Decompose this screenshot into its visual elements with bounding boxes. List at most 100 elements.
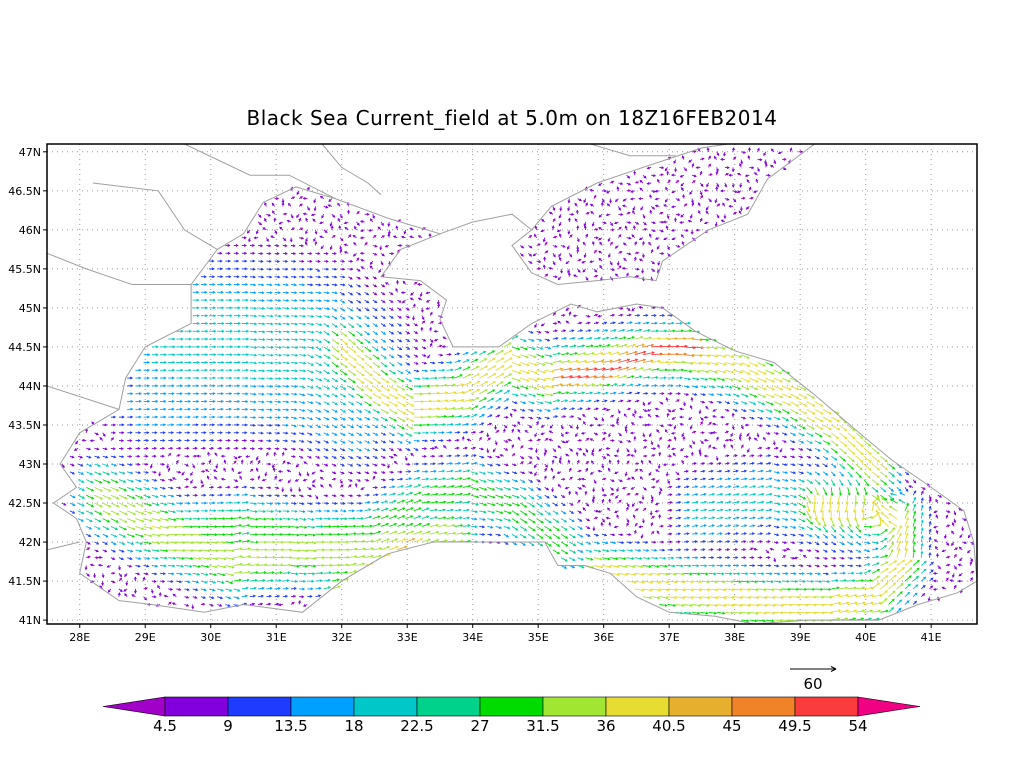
current-vector-head — [377, 523, 381, 526]
current-vector — [192, 525, 201, 528]
current-vector-head — [690, 596, 694, 600]
current-vector-head — [353, 532, 357, 536]
current-vector-head — [673, 572, 677, 576]
current-vector — [159, 518, 169, 521]
current-vector-head — [923, 576, 927, 580]
current-vector — [847, 526, 853, 533]
current-vector — [560, 549, 568, 554]
current-vector-head — [913, 525, 917, 529]
current-vector-head — [922, 584, 926, 588]
current-vector — [356, 525, 364, 527]
current-vector — [249, 556, 259, 559]
current-vector-head — [870, 609, 874, 613]
current-vector-head — [97, 555, 101, 559]
current-vector — [782, 604, 792, 606]
current-vector-head — [87, 541, 91, 545]
current-vector — [528, 518, 536, 524]
current-vector-head — [906, 600, 910, 604]
current-vector-head — [920, 534, 924, 539]
current-vector — [724, 604, 734, 607]
current-vector-head — [157, 534, 162, 537]
current-vector — [176, 565, 184, 567]
current-vector — [168, 525, 177, 528]
current-vector-head — [386, 515, 390, 518]
current-vector-head — [870, 601, 875, 605]
current-vector-head — [231, 557, 236, 561]
current-vector — [732, 580, 741, 583]
current-vector-head — [772, 604, 777, 607]
current-vector-head — [418, 523, 423, 526]
current-vector — [741, 588, 750, 591]
current-vector-head — [678, 516, 682, 520]
current-vector-head — [172, 564, 176, 568]
current-vector-head — [264, 555, 268, 559]
current-vector — [241, 571, 250, 574]
current-vector-head — [824, 556, 828, 560]
current-vector-head — [694, 548, 698, 552]
current-vector — [683, 580, 693, 583]
current-vector-head — [754, 580, 758, 584]
current-vectors — [61, 147, 975, 623]
current-vector-head — [119, 589, 123, 593]
current-vector — [659, 604, 667, 607]
current-vector-head — [622, 549, 626, 553]
current-vector — [602, 565, 611, 568]
current-vector-head — [173, 518, 177, 522]
current-vector-head — [805, 595, 809, 599]
current-vector — [495, 518, 503, 522]
current-vector — [618, 557, 626, 560]
current-vector — [773, 611, 784, 614]
current-vector — [839, 518, 843, 527]
current-vector-head — [797, 611, 801, 615]
current-vector-head — [121, 549, 125, 553]
current-vector-head — [252, 602, 256, 606]
current-vector-head — [346, 577, 350, 581]
current-vector-head — [230, 509, 234, 512]
current-vector — [790, 611, 800, 614]
current-vector — [560, 533, 568, 539]
current-vector-head — [858, 535, 862, 539]
current-vector — [233, 588, 240, 592]
current-vector-head — [203, 596, 207, 599]
current-vector-head — [800, 564, 804, 568]
current-vector-head — [825, 535, 829, 539]
current-vector — [397, 515, 405, 520]
current-vector-head — [131, 534, 136, 538]
current-vector-head — [616, 514, 619, 518]
current-vector-head — [467, 524, 471, 528]
current-vector-head — [624, 565, 628, 569]
current-vector-head — [808, 541, 813, 545]
current-vector-head — [775, 541, 779, 544]
current-vector-head — [354, 555, 358, 558]
current-vector-head — [830, 603, 834, 607]
current-vector — [110, 533, 117, 538]
current-vector — [912, 518, 916, 527]
current-vector — [159, 525, 169, 529]
current-vector-head — [239, 547, 243, 551]
current-vector-head — [767, 556, 771, 559]
current-vector-head — [288, 563, 292, 567]
current-vector — [348, 555, 357, 559]
current-vector-head — [219, 596, 224, 600]
current-vector-head — [124, 574, 127, 578]
current-vector — [667, 604, 676, 607]
current-vector-head — [686, 540, 690, 544]
current-vector — [356, 540, 365, 543]
current-vector — [642, 588, 653, 591]
current-vector-head — [884, 598, 888, 601]
current-vector — [372, 547, 382, 551]
current-vector — [168, 541, 177, 544]
current-vector-head — [165, 518, 170, 522]
current-vector — [176, 541, 186, 544]
current-vector-head — [961, 528, 965, 532]
current-vector — [577, 549, 583, 553]
current-vector-head — [906, 524, 909, 528]
current-vector-head — [489, 533, 493, 537]
current-vector — [159, 510, 168, 513]
current-vector-head — [858, 556, 862, 560]
current-vector-head — [89, 519, 93, 523]
current-vector-head — [729, 572, 733, 576]
current-vector-head — [844, 579, 848, 582]
current-vector-head — [875, 509, 879, 513]
current-vector-head — [301, 595, 305, 599]
